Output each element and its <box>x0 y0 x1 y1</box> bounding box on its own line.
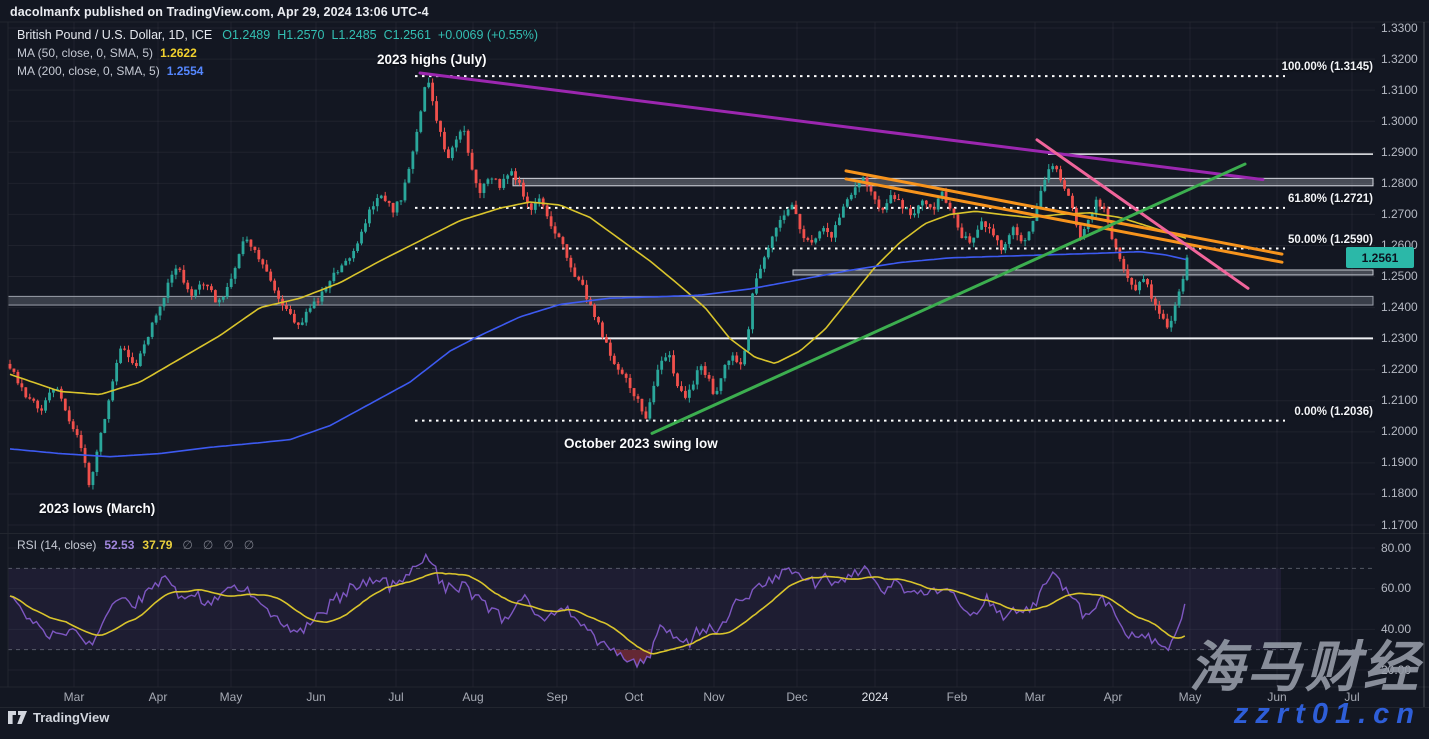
moving-averages-layer <box>9 201 1187 458</box>
rsi-layer <box>8 552 1373 669</box>
ma200-label[interactable]: MA (200, close, 0, SMA, 5) <box>17 64 160 78</box>
rsi-legend: RSI (14, close) 52.53 37.79 ∅ ∅ ∅ ∅ <box>17 538 254 552</box>
time-tick-label: Sep <box>546 690 568 704</box>
low-value: L1.2485 <box>331 28 377 42</box>
time-tick-label: Apr <box>148 690 168 704</box>
annotation-2023-march-low: 2023 lows (March) <box>39 501 156 516</box>
footer-brand[interactable]: TradingView <box>8 710 109 725</box>
time-tick-label: 2024 <box>861 690 889 704</box>
time-tick-label: May <box>1178 690 1202 704</box>
main-legend: British Pound / U.S. Dollar, 1D, ICE O1.2… <box>17 26 545 80</box>
change-value: +0.0069 (+0.55%) <box>437 28 538 42</box>
grid-layer <box>8 22 1375 687</box>
candles-layer <box>8 77 1189 490</box>
ma50-row: MA (50, close, 0, SMA, 5) 1.2622 <box>17 44 545 62</box>
annotation-october-2023-swing-low: October 2023 swing low <box>564 436 718 451</box>
time-tick-label: Feb <box>946 690 968 704</box>
rsi-value: 52.53 <box>104 538 135 552</box>
time-tick-label: Nov <box>703 690 725 704</box>
time-tick-label: Aug <box>462 690 484 704</box>
levels-layer <box>7 75 1374 422</box>
ma50-label[interactable]: MA (50, close, 0, SMA, 5) <box>17 46 154 60</box>
price-tick-label: 1.2100 <box>1381 393 1418 408</box>
rsi-tick-label: 80.00 <box>1381 540 1412 555</box>
time-tick-label: May <box>219 690 243 704</box>
price-tick-label: 1.3300 <box>1381 20 1418 35</box>
time-tick-label: Apr <box>1103 690 1123 704</box>
price-tick-label: 1.2400 <box>1381 300 1418 315</box>
fib-level-label: 0.00% (1.2036) <box>1294 405 1373 418</box>
time-tick-label: Jun <box>306 690 326 704</box>
price-tick-label: 1.2900 <box>1381 144 1418 159</box>
publish-info: dacolmanfx published on TradingView.com,… <box>10 5 429 19</box>
high-value: H1.2570 <box>277 28 325 42</box>
symbol-row: British Pound / U.S. Dollar, 1D, ICE O1.2… <box>17 26 545 44</box>
price-tick-label: 1.1800 <box>1381 486 1418 501</box>
price-tick-label: 1.3100 <box>1381 82 1418 97</box>
price-tick-label: 1.2000 <box>1381 424 1418 439</box>
price-tick-label: 1.3000 <box>1381 113 1418 128</box>
price-tick-label: 1.1700 <box>1381 517 1418 532</box>
tradingview-logo-icon <box>8 711 27 724</box>
time-tick-label: Oct <box>624 690 644 704</box>
price-tick-label: 1.2800 <box>1381 175 1418 190</box>
time-tick-label: Jul <box>1344 690 1360 704</box>
time-tick-label: Jul <box>388 690 404 704</box>
ma200-value: 1.2554 <box>166 64 204 78</box>
pane-borders-layer <box>0 21 1429 708</box>
price-tick-label: 1.1900 <box>1381 455 1418 470</box>
time-tick-label: Jun <box>1267 690 1287 704</box>
symbol-title[interactable]: British Pound / U.S. Dollar, 1D, ICE <box>17 28 213 42</box>
price-tick-label: 1.2200 <box>1381 362 1418 377</box>
fib-level-label: 61.80% (1.2721) <box>1287 192 1373 205</box>
close-value: C1.2561 <box>383 28 431 42</box>
open-value: O1.2489 <box>222 28 271 42</box>
tradingview-brand-label[interactable]: TradingView <box>33 710 110 725</box>
time-tick-label: Mar <box>63 690 85 704</box>
rsi-tick-label: 40.00 <box>1381 621 1412 636</box>
price-tick-label: 1.2300 <box>1381 331 1418 346</box>
price-tick-label: 1.2700 <box>1381 206 1418 221</box>
ma200-row: MA (200, close, 0, SMA, 5) 1.2554 <box>17 62 545 80</box>
annotation-2023-july-high: 2023 highs (July) <box>377 52 487 67</box>
rsi-label[interactable]: RSI (14, close) <box>17 538 97 552</box>
fib-level-label: 50.00% (1.2590) <box>1287 233 1373 246</box>
price-tick-label: 1.3200 <box>1381 51 1418 66</box>
last-price-badge: 1.2561 <box>1346 247 1414 268</box>
rsi-tick-label: 20.00 <box>1381 662 1412 677</box>
fib-level-label: 100.00% (1.3145) <box>1281 61 1373 74</box>
rsi-tick-label: 60.00 <box>1381 581 1412 596</box>
rsi-empty-slots: ∅ ∅ ∅ ∅ <box>182 538 255 552</box>
price-tick-label: 1.2500 <box>1381 269 1418 283</box>
time-tick-label: Dec <box>786 690 808 704</box>
time-tick-label: Mar <box>1024 690 1046 704</box>
rsi-ma-value: 37.79 <box>142 538 173 552</box>
trendlines-layer <box>418 71 1284 435</box>
ma50-value: 1.2622 <box>160 46 197 60</box>
